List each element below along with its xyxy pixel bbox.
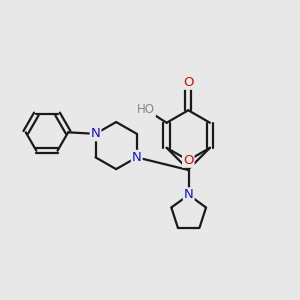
Text: O: O [183, 154, 194, 167]
Text: N: N [132, 151, 142, 164]
Text: HO: HO [137, 103, 155, 116]
Text: O: O [183, 76, 194, 89]
Text: N: N [91, 127, 100, 140]
Text: N: N [184, 188, 194, 201]
